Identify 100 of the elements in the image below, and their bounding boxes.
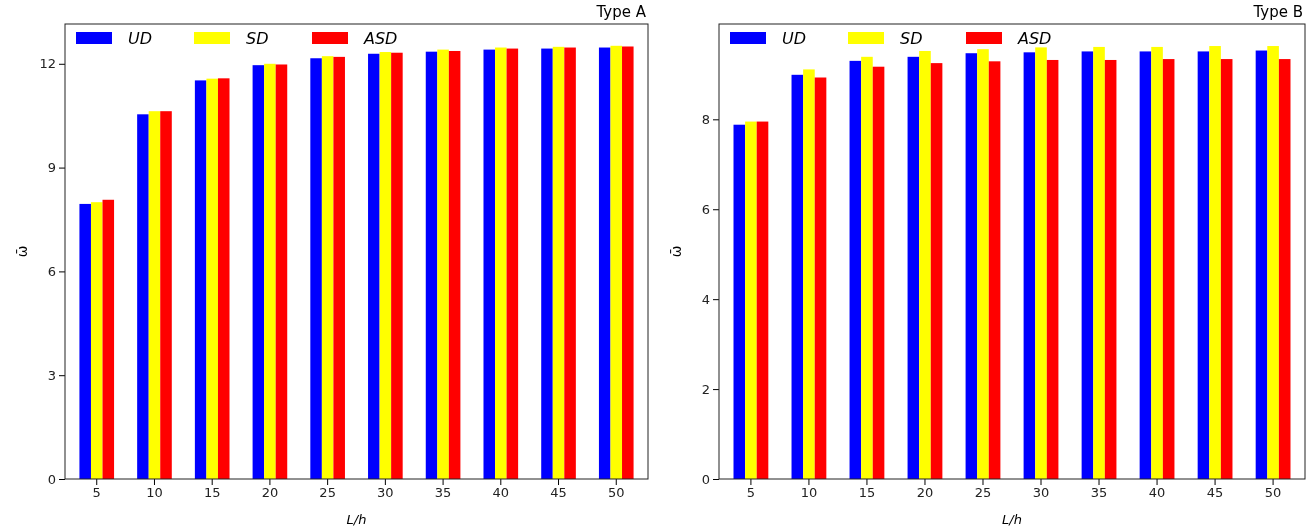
bar [425,51,438,479]
bar [506,48,519,479]
bar [965,53,978,479]
bar [1104,59,1117,479]
bar [1197,51,1210,479]
bar [1209,46,1221,479]
legend-label: ASD [363,29,398,48]
bar [907,56,920,479]
y-axis-title: ω̄ [14,245,30,258]
y-tick-label: 8 [701,111,710,127]
x-tick-label: 10 [146,485,163,501]
bar [803,69,815,479]
bar [1023,52,1036,479]
text: Type B [1252,3,1303,21]
bar [791,74,804,479]
bar [919,50,931,479]
bar [160,111,172,479]
x-tick-label: 25 [974,485,992,501]
legend-label: ASD [1017,29,1052,48]
x-tick-label: 50 [607,485,625,501]
bar [321,56,334,479]
y-tick-label: 6 [47,264,56,280]
bar [598,47,611,479]
bar [733,124,746,479]
bar [849,60,862,479]
bar [1151,46,1163,479]
x-tick-label: 15 [203,485,221,501]
bar [1255,50,1268,479]
x-tick-label: 30 [377,485,394,501]
y-axis-title: ω̄ [668,245,684,258]
bar [1093,46,1105,479]
x-tick-label: 35 [434,485,452,501]
bar [264,63,276,479]
y-tick-label: 9 [47,160,56,176]
bar [448,50,461,479]
y-tick-label: 0 [47,471,56,487]
bar [368,53,380,479]
bar [1081,51,1094,479]
bar [217,78,230,479]
x-tick-label: 5 [92,485,101,501]
bar [541,48,553,479]
x-tick-label: 40 [1148,485,1166,501]
bar [79,203,91,479]
bar [1220,59,1233,479]
y-tick-label: 0 [701,471,710,487]
bar [564,47,576,479]
x-tick-label: 25 [319,485,336,501]
bar [102,199,115,479]
bar [137,114,149,479]
x-tick-label: 45 [1206,485,1224,501]
text: Type A [595,3,647,21]
bar [495,47,507,479]
bar [252,65,265,479]
legend-label: UD [128,29,153,48]
x-tick-label: 40 [492,485,510,501]
bar [206,78,218,479]
bar [379,52,392,479]
x-tick-label: 10 [800,485,818,501]
x-tick-label: 20 [916,485,934,501]
legend-label: SD [900,29,923,48]
bar [930,63,943,479]
bar [756,121,769,479]
bar [275,64,288,479]
bar [148,111,161,479]
bar [977,49,989,479]
x-tick-label: 30 [1032,485,1050,501]
bar [745,121,757,479]
x-tick-label: 15 [858,485,876,501]
legend-label: UD [782,29,807,48]
bar [610,45,623,479]
bar [483,49,496,479]
bar [1267,46,1279,479]
bar [1278,59,1291,479]
y-tick-label: 3 [47,367,56,383]
bar [814,77,827,479]
bar [622,46,634,479]
y-tick-label: 6 [701,201,710,217]
y-tick-label: 12 [39,56,56,72]
bar [1139,51,1152,479]
bar [391,52,403,479]
bar [194,80,207,479]
y-tick-label: 2 [701,381,710,397]
bar [1035,47,1047,479]
x-tick-label: 20 [261,485,279,501]
x-tick-label: 35 [1090,485,1108,501]
x-axis-title: L/h [346,512,367,527]
legend-label: SD [246,29,269,48]
bar [333,56,345,479]
x-axis-title: L/h [1002,512,1022,527]
bar [872,66,885,479]
bar [1046,59,1059,479]
bar [90,202,103,479]
bar [861,56,873,479]
bar [988,61,1001,479]
bar [1162,59,1175,479]
bar [437,49,449,479]
x-tick-label: 5 [746,485,756,501]
x-tick-label: 45 [550,485,567,501]
bar [552,46,565,479]
y-tick-label: 4 [701,291,710,307]
